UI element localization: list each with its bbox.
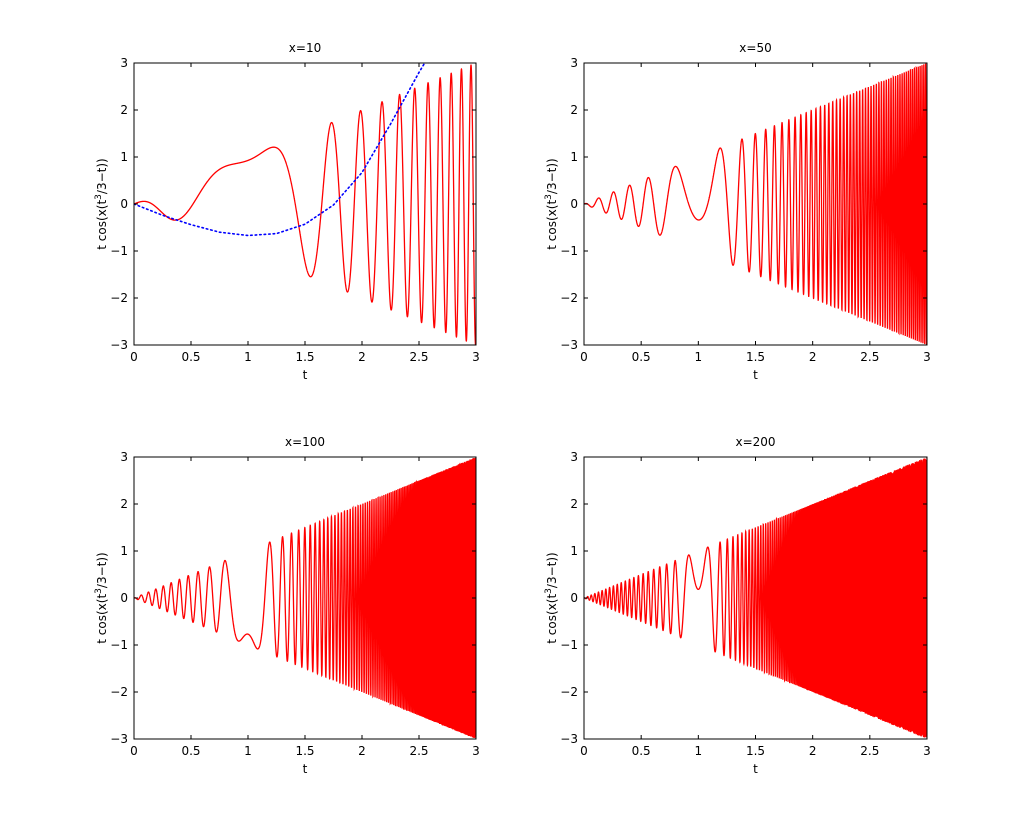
y-tick-label: 2 <box>570 103 578 117</box>
x-tick-label: 2.5 <box>860 744 879 758</box>
x-tick-label: 0 <box>580 744 588 758</box>
series-function-line <box>584 63 927 345</box>
series-function-line <box>584 457 927 738</box>
x-tick-label: 2 <box>358 744 366 758</box>
x-tick-label: 1 <box>244 350 252 364</box>
x-tick-label: 1.5 <box>746 350 765 364</box>
subplot-1: 0 0.5 1 1.5 2 2.5 3 −3 −2 −1 0 1 2 3 x=10 t t cos(x(t3/3… <box>94 41 480 382</box>
x-tick-label: 2 <box>809 744 817 758</box>
x-tick-label: 0.5 <box>632 744 651 758</box>
y-tick-label: −1 <box>560 638 578 652</box>
x-tick-label: 1 <box>244 744 252 758</box>
x-tick-label: 3 <box>472 744 480 758</box>
y-tick-label: −1 <box>560 244 578 258</box>
x-axis-label: t <box>303 368 308 382</box>
y-tick-label: −2 <box>560 291 578 305</box>
y-tick-label: 1 <box>120 544 128 558</box>
y-tick-label: 2 <box>570 497 578 511</box>
series-function-line <box>134 457 476 739</box>
x-tick-label: 1.5 <box>295 350 314 364</box>
y-tick-label: −2 <box>560 685 578 699</box>
x-axis-label: t <box>753 762 758 776</box>
y-tick-label: 1 <box>570 544 578 558</box>
y-tick-label: 0 <box>120 197 128 211</box>
y-tick-label: 3 <box>120 450 128 464</box>
x-tick-label: 2.5 <box>409 350 428 364</box>
x-tick-label: 3 <box>472 350 480 364</box>
y-tick-label: −3 <box>560 338 578 352</box>
y-tick-label: −1 <box>110 244 128 258</box>
y-tick-label: 2 <box>120 497 128 511</box>
chart-title: x=50 <box>739 41 771 55</box>
x-tick-label: 1 <box>695 744 703 758</box>
x-tick-label: 2 <box>358 350 366 364</box>
x-tick-label: 0.5 <box>181 350 200 364</box>
x-tick-label: 1 <box>695 350 703 364</box>
x-tick-label: 2 <box>809 350 817 364</box>
y-tick-label: 1 <box>120 150 128 164</box>
x-tick-label: 3 <box>923 350 931 364</box>
x-tick-label: 1.5 <box>295 744 314 758</box>
y-tick-label: 3 <box>570 450 578 464</box>
y-tick-label: −1 <box>110 638 128 652</box>
y-axis-label: t cos(x(t3/3−t)) <box>94 552 109 643</box>
x-tick-label: 3 <box>923 744 931 758</box>
series-function-line <box>134 64 476 345</box>
x-axis-label: t <box>753 368 758 382</box>
x-tick-label: 2.5 <box>409 744 428 758</box>
subplot-3: 0 0.5 1 1.5 2 2.5 3 −3 −2 −1 0 1 2 3 x=100 t t cos(x(t3/… <box>94 435 480 776</box>
subplot-2: 0 0.5 1 1.5 2 2.5 3 −3 −2 −1 0 1 2 3 x=50 t t cos(x(t3/3… <box>544 41 931 382</box>
y-tick-label: −3 <box>110 732 128 746</box>
y-tick-label: 0 <box>570 591 578 605</box>
y-tick-label: 2 <box>120 103 128 117</box>
x-axis-label: t <box>303 762 308 776</box>
series-approximation-line <box>134 63 426 237</box>
y-tick-label: 0 <box>570 197 578 211</box>
y-axis-label: t cos(x(t3/3−t)) <box>544 552 559 643</box>
x-tick-label: 0.5 <box>181 744 200 758</box>
y-axis-label: t cos(x(t3/3−t)) <box>544 158 559 249</box>
y-tick-label: −2 <box>110 291 128 305</box>
subplot-4: 0 0.5 1 1.5 2 2.5 3 −3 −2 −1 0 1 2 3 x=200 t t cos(x(t3/… <box>544 435 931 776</box>
y-tick-label: 1 <box>570 150 578 164</box>
x-tick-label: 0 <box>130 744 138 758</box>
chart-title: x=100 <box>285 435 325 449</box>
y-tick-label: 3 <box>120 56 128 70</box>
y-tick-label: −2 <box>110 685 128 699</box>
x-tick-label: 0.5 <box>632 350 651 364</box>
x-tick-label: 1.5 <box>746 744 765 758</box>
y-axis-label: t cos(x(t3/3−t)) <box>94 158 109 249</box>
chart-title: x=200 <box>735 435 775 449</box>
chart-title: x=10 <box>289 41 321 55</box>
x-tick-label: 0 <box>580 350 588 364</box>
x-tick-label: 0 <box>130 350 138 364</box>
y-tick-label: −3 <box>110 338 128 352</box>
y-tick-label: 3 <box>570 56 578 70</box>
y-tick-label: 0 <box>120 591 128 605</box>
x-tick-label: 2.5 <box>860 350 879 364</box>
y-tick-label: −3 <box>560 732 578 746</box>
